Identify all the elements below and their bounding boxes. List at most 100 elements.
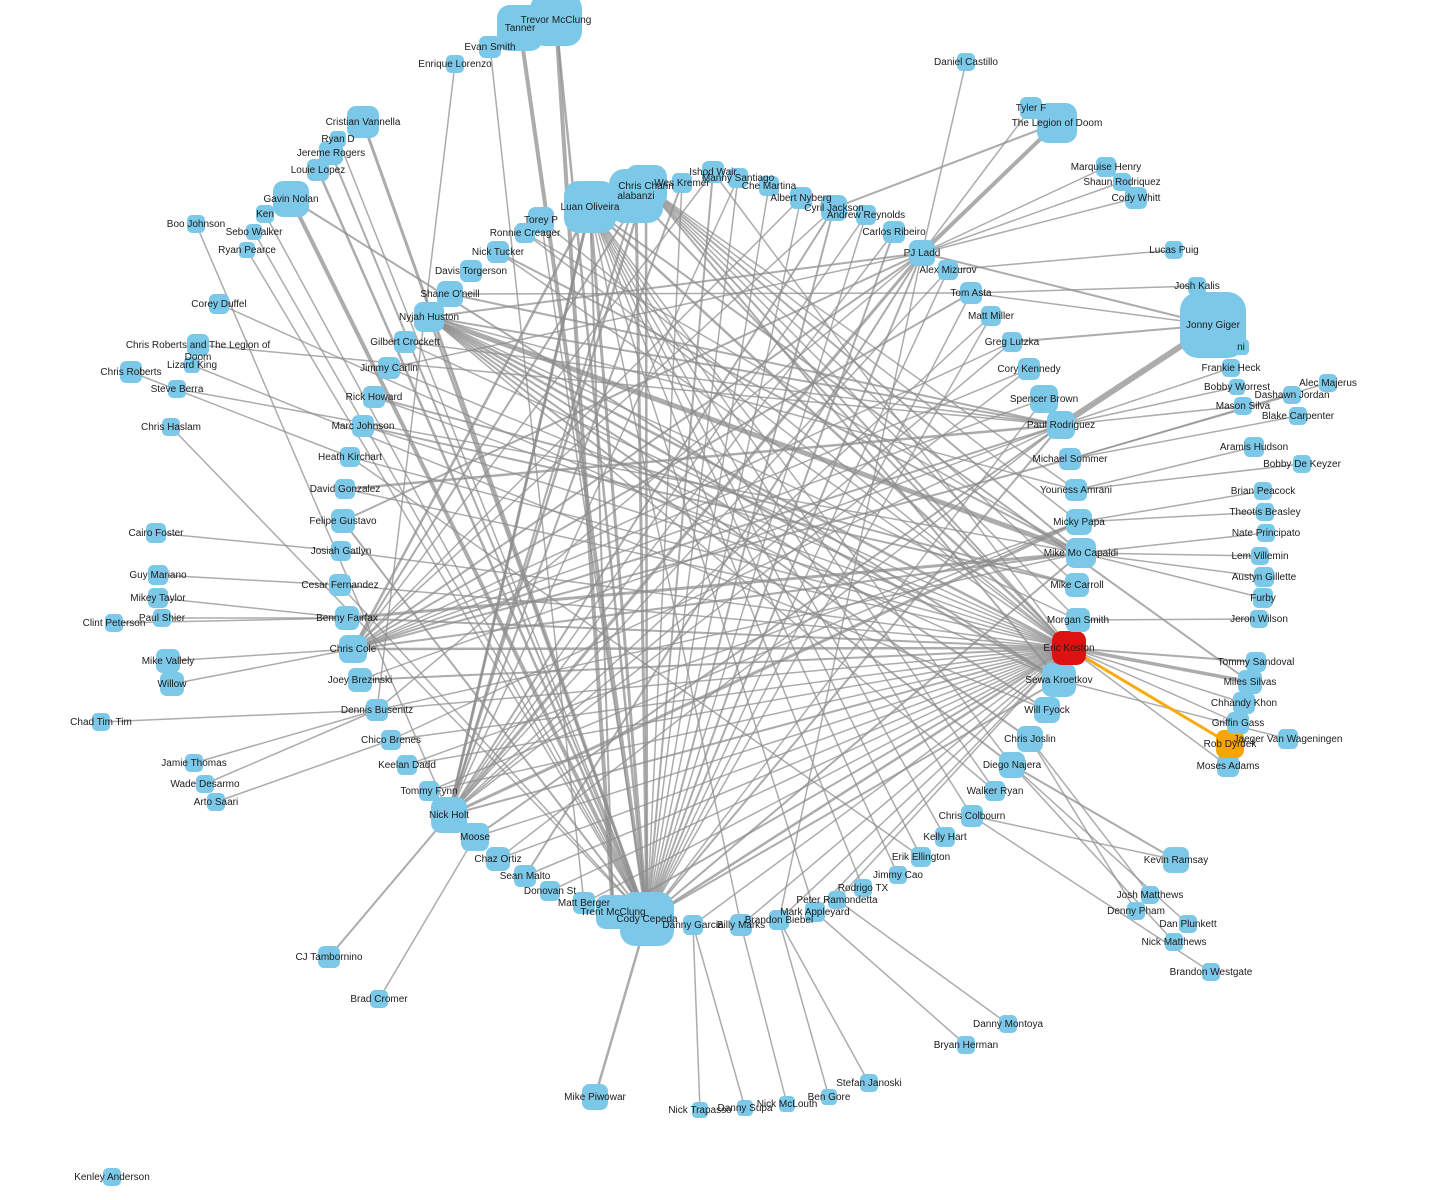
node-marc-johnson[interactable] (352, 415, 374, 437)
node-jeron-wilson[interactable] (1250, 610, 1268, 628)
node-tommy-sandoval[interactable] (1246, 652, 1266, 672)
node-brad-cromer[interactable] (370, 990, 388, 1008)
node-tom-asta[interactable] (960, 282, 982, 304)
node-albert-nyberg[interactable] (790, 187, 812, 209)
node-cj-tambornino[interactable] (318, 946, 340, 968)
node-jimmy-carlin[interactable] (378, 357, 400, 379)
node-chris-roberts-and-the-legion-of[interactable] (187, 334, 209, 356)
node-enrique-lorenzo[interactable] (446, 55, 464, 73)
node-erik-ellington[interactable] (911, 847, 931, 867)
node-luan-oliveira[interactable] (564, 181, 616, 233)
node-mike-mo-capaldi[interactable] (1066, 538, 1096, 568)
node-cairo-foster[interactable] (146, 523, 166, 543)
node-shaun-rodriquez[interactable] (1113, 173, 1131, 191)
node-keelan-dadd[interactable] (397, 755, 417, 775)
node-cody-cepeda[interactable] (620, 892, 674, 946)
node-chris-roberts[interactable] (120, 361, 142, 383)
node-cody-whitt[interactable] (1125, 187, 1147, 209)
node-jonny-giger[interactable] (1180, 292, 1246, 358)
node-theotis-beasley[interactable] (1256, 503, 1274, 521)
node-griffin-gass[interactable] (1227, 712, 1249, 734)
node-rob-dyrdek[interactable] (1216, 730, 1244, 758)
node-nick-mclouth[interactable] (779, 1096, 795, 1112)
node-louie-lopez[interactable] (307, 159, 329, 181)
node-chico-brenes[interactable] (381, 730, 401, 750)
node-josh-kalis[interactable] (1188, 277, 1206, 295)
node-ben-gore[interactable] (821, 1089, 837, 1105)
node-rodrigo-tx[interactable] (854, 879, 872, 897)
node-carlos-ribeiro[interactable] (883, 221, 905, 243)
node-danny-montoya[interactable] (999, 1015, 1017, 1033)
node-denny-pham[interactable] (1127, 902, 1145, 920)
node-bobby-worrest[interactable] (1229, 379, 1245, 395)
node-boo-johnson[interactable] (187, 215, 205, 233)
node-jaeger-van-wageningen[interactable] (1278, 729, 1298, 749)
node-joey-brezinski[interactable] (348, 668, 372, 692)
node-michael-sommer[interactable] (1059, 448, 1081, 470)
node-micky-papa[interactable] (1066, 509, 1092, 535)
node-daniel-castillo[interactable] (957, 53, 975, 71)
node-nate-principato[interactable] (1257, 524, 1275, 542)
node-arto-saari[interactable] (207, 793, 225, 811)
node-rick-howard[interactable] (363, 386, 385, 408)
node-josiah-gatlyn[interactable] (331, 541, 351, 561)
node-mike-piwowar[interactable] (582, 1084, 608, 1110)
node-furby[interactable] (1253, 588, 1273, 608)
node-morgan-smith[interactable] (1066, 608, 1090, 632)
node-sean-malto[interactable] (514, 865, 536, 887)
node-heath-kirchart[interactable] (340, 447, 360, 467)
node-josh-matthews[interactable] (1141, 886, 1159, 904)
node-evan-smith[interactable] (479, 36, 501, 58)
node-walker-ryan[interactable] (985, 781, 1005, 801)
node-paul-rodriguez[interactable] (1047, 411, 1075, 439)
node-moose[interactable] (461, 823, 489, 851)
node-kelly-hart[interactable] (935, 827, 955, 847)
node-spencer-brown[interactable] (1030, 385, 1058, 413)
node-cyril-jackson[interactable] (821, 195, 847, 221)
node-pj-ladd[interactable] (909, 240, 935, 266)
node-nick-matthews[interactable] (1165, 933, 1183, 951)
node-gilbert-crockett[interactable] (394, 331, 416, 353)
node-tommy-fynn[interactable] (419, 781, 439, 801)
node-andrew-reynolds[interactable] (856, 205, 876, 225)
node-mason-silva[interactable] (1234, 397, 1252, 415)
node-chhandy-khon[interactable] (1233, 692, 1255, 714)
node-willow[interactable] (160, 672, 184, 696)
node-matt-berger[interactable] (573, 892, 595, 914)
node-davis-torgerson[interactable] (460, 260, 482, 282)
node-david-gonzalez[interactable] (335, 479, 355, 499)
node-bryan-herman[interactable] (957, 1036, 975, 1054)
node-stefan-janoski[interactable] (860, 1074, 878, 1092)
node-lem-villemin[interactable] (1251, 547, 1269, 565)
node-dan-plunkett[interactable] (1179, 915, 1197, 933)
node-shane-o-neill[interactable] (437, 281, 463, 307)
node-danny-supa[interactable] (737, 1100, 753, 1116)
node-ken[interactable] (256, 205, 274, 223)
node-cristian-vannella[interactable] (347, 106, 379, 138)
node-lizard-king[interactable] (184, 357, 200, 373)
node-sebo-walker[interactable] (246, 224, 262, 240)
node-alabanzi[interactable] (609, 169, 663, 223)
node-matt-miller[interactable] (981, 306, 1001, 326)
node-corey-duffel[interactable] (209, 294, 229, 314)
node-ronnie-creager[interactable] (515, 223, 535, 243)
node-manny-santiago[interactable] (728, 168, 748, 188)
node-marquise-henry[interactable] (1096, 157, 1116, 177)
node-jimmy-cao[interactable] (889, 866, 907, 884)
node-the-legion-of-doom[interactable] (1037, 103, 1077, 143)
node-mike-vallely[interactable] (156, 649, 180, 673)
node-chad-tim-tim[interactable] (92, 713, 110, 731)
node-kenley-anderson[interactable] (103, 1168, 121, 1186)
node-steve-berra[interactable] (168, 380, 186, 398)
node-peter-ramondetta[interactable] (828, 891, 846, 909)
node-bobby-de-keyzer[interactable] (1293, 455, 1311, 473)
node-will-fyock[interactable] (1034, 697, 1060, 723)
node-chaz-ortiz[interactable] (486, 847, 510, 871)
node-alex-mizurov[interactable] (938, 260, 958, 280)
node-donovan-st[interactable] (540, 881, 560, 901)
node-nick-holt[interactable] (431, 797, 467, 833)
node-chris-cole[interactable] (339, 635, 367, 663)
node-wade-desarmo[interactable] (196, 775, 214, 793)
node-chris-colbourn[interactable] (961, 805, 983, 827)
node-blake-carpenter[interactable] (1289, 407, 1307, 425)
